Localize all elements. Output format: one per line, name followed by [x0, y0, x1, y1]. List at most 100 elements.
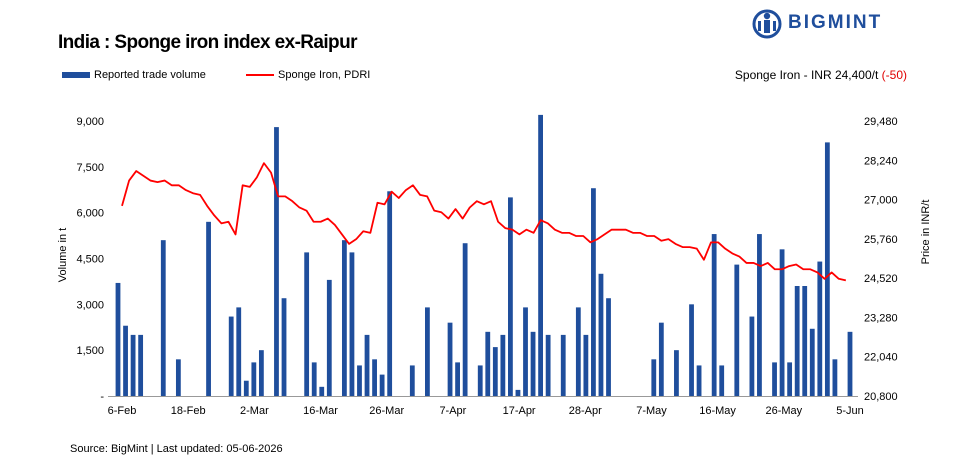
volume-bar: [281, 298, 287, 396]
right-tick-label: 23,280: [864, 312, 898, 324]
volume-bar: [349, 252, 355, 396]
volume-bar: [575, 307, 581, 396]
volume-bar: [115, 282, 121, 396]
x-tick-label: 16-May: [699, 405, 736, 417]
volume-bar: [749, 316, 755, 396]
volume-bar: [175, 359, 181, 396]
right-tick-label: 27,000: [864, 195, 898, 207]
volume-bar: [387, 191, 393, 396]
volume-bar: [228, 316, 234, 396]
price-line-path: [121, 162, 847, 282]
volume-bar: [515, 389, 521, 396]
volume-bar: [560, 334, 566, 396]
left-tick-label: -: [100, 391, 104, 403]
volume-bar: [711, 234, 717, 396]
right-axis-title: Price in INR/t: [920, 200, 932, 265]
x-tick-label: 17-Apr: [503, 405, 536, 417]
volume-bar: [583, 334, 589, 396]
volume-bars: [115, 114, 853, 397]
volume-bar: [802, 286, 808, 396]
volume-bar: [357, 365, 362, 396]
volume-bar: [485, 331, 491, 396]
legend-label-price: Sponge Iron, PDRI: [278, 69, 371, 81]
volume-bar: [734, 264, 740, 396]
volume-bar: [206, 221, 211, 396]
brand-logo: BIGMINT: [752, 6, 882, 40]
volume-bar: [508, 197, 513, 396]
legend-label-volume: Reported trade volume: [94, 69, 206, 81]
volume-bar: [341, 240, 347, 396]
volume-bar: [651, 359, 657, 396]
left-axis: - 1,500 3,000 4,500 6,000 7,500 9,000: [76, 116, 104, 403]
volume-bar: [462, 243, 468, 396]
x-tick-label: 18-Feb: [171, 405, 206, 417]
volume-bar: [364, 334, 370, 396]
volume-bar: [258, 350, 264, 396]
legend-item-price: Sponge Iron, PDRI: [246, 69, 370, 81]
volume-bar: [311, 362, 317, 396]
volume-bar: [455, 362, 460, 396]
right-tick-label: 24,520: [864, 273, 898, 285]
volume-bar: [500, 334, 506, 396]
x-tick-label: 6-Feb: [108, 405, 137, 417]
volume-bar: [787, 362, 793, 396]
volume-bar: [243, 380, 249, 396]
right-tick-label: 20,800: [864, 391, 898, 403]
right-tick-label: 28,240: [864, 155, 898, 167]
volume-bar: [689, 304, 694, 396]
volume-bar: [123, 325, 128, 396]
x-tick-label: 26-May: [765, 405, 802, 417]
right-tick-label: 22,040: [864, 352, 898, 364]
x-axis: 6-Feb 18-Feb 2-Mar 16-Mar 26-Mar 7-Apr 17-Apr 2…: [108, 396, 864, 417]
source-note: Source: BigMint | Last updated: 05-06-20…: [70, 443, 283, 455]
price-note-change: (-50): [881, 68, 907, 82]
volume-bar: [591, 188, 596, 396]
price-note: Sponge Iron - INR 24,400/t (-50): [735, 68, 907, 82]
volume-bar: [824, 142, 830, 396]
volume-bar: [492, 347, 498, 396]
volume-bar: [530, 331, 536, 396]
volume-bar: [304, 252, 310, 396]
volume-bar: [130, 334, 136, 396]
chart-title: India : Sponge iron index ex-Raipur: [58, 32, 357, 53]
volume-bar: [606, 298, 611, 396]
volume-bar: [425, 307, 430, 396]
left-tick-label: 6,000: [76, 208, 104, 220]
left-tick-label: 7,500: [76, 162, 104, 174]
volume-bar: [757, 234, 762, 396]
left-tick-label: 4,500: [76, 254, 104, 266]
legend-item-volume: Reported trade volume: [62, 69, 206, 81]
x-tick-label: 28-Apr: [569, 405, 602, 417]
volume-bar: [817, 261, 823, 396]
x-tick-label: 7-May: [636, 405, 667, 417]
x-tick-label: 26-Mar: [369, 405, 404, 417]
volume-bar: [674, 350, 679, 396]
x-tick-label: 16-Mar: [303, 405, 338, 417]
volume-bar: [251, 362, 257, 396]
brand-name: BIGMINT: [788, 12, 883, 33]
legend-swatch-line: [246, 74, 274, 76]
x-tick-label: 5-Jun: [836, 405, 864, 417]
x-tick-label: 7-Apr: [439, 405, 466, 417]
right-axis: 20,800 22,040 23,280 24,520 25,760 27,000 28,2…: [864, 116, 898, 403]
volume-bar: [477, 365, 483, 396]
volume-bar: [160, 240, 166, 396]
volume-bar: [523, 307, 528, 396]
volume-bar: [598, 273, 604, 396]
volume-bar: [319, 386, 325, 396]
volume-bar: [274, 127, 279, 397]
volume-bar: [772, 362, 777, 396]
volume-bar: [658, 322, 664, 396]
left-tick-label: 3,000: [76, 299, 104, 311]
volume-bar: [696, 365, 702, 396]
volume-bar: [719, 365, 725, 396]
volume-bar: [372, 359, 377, 396]
right-tick-label: 25,760: [864, 234, 898, 246]
legend-swatch-bar: [62, 72, 90, 78]
left-tick-label: 1,500: [76, 345, 104, 357]
volume-bar: [545, 334, 551, 396]
volume-bar: [779, 249, 785, 396]
brand-person-icon: [752, 9, 782, 39]
volume-bar: [236, 307, 242, 396]
